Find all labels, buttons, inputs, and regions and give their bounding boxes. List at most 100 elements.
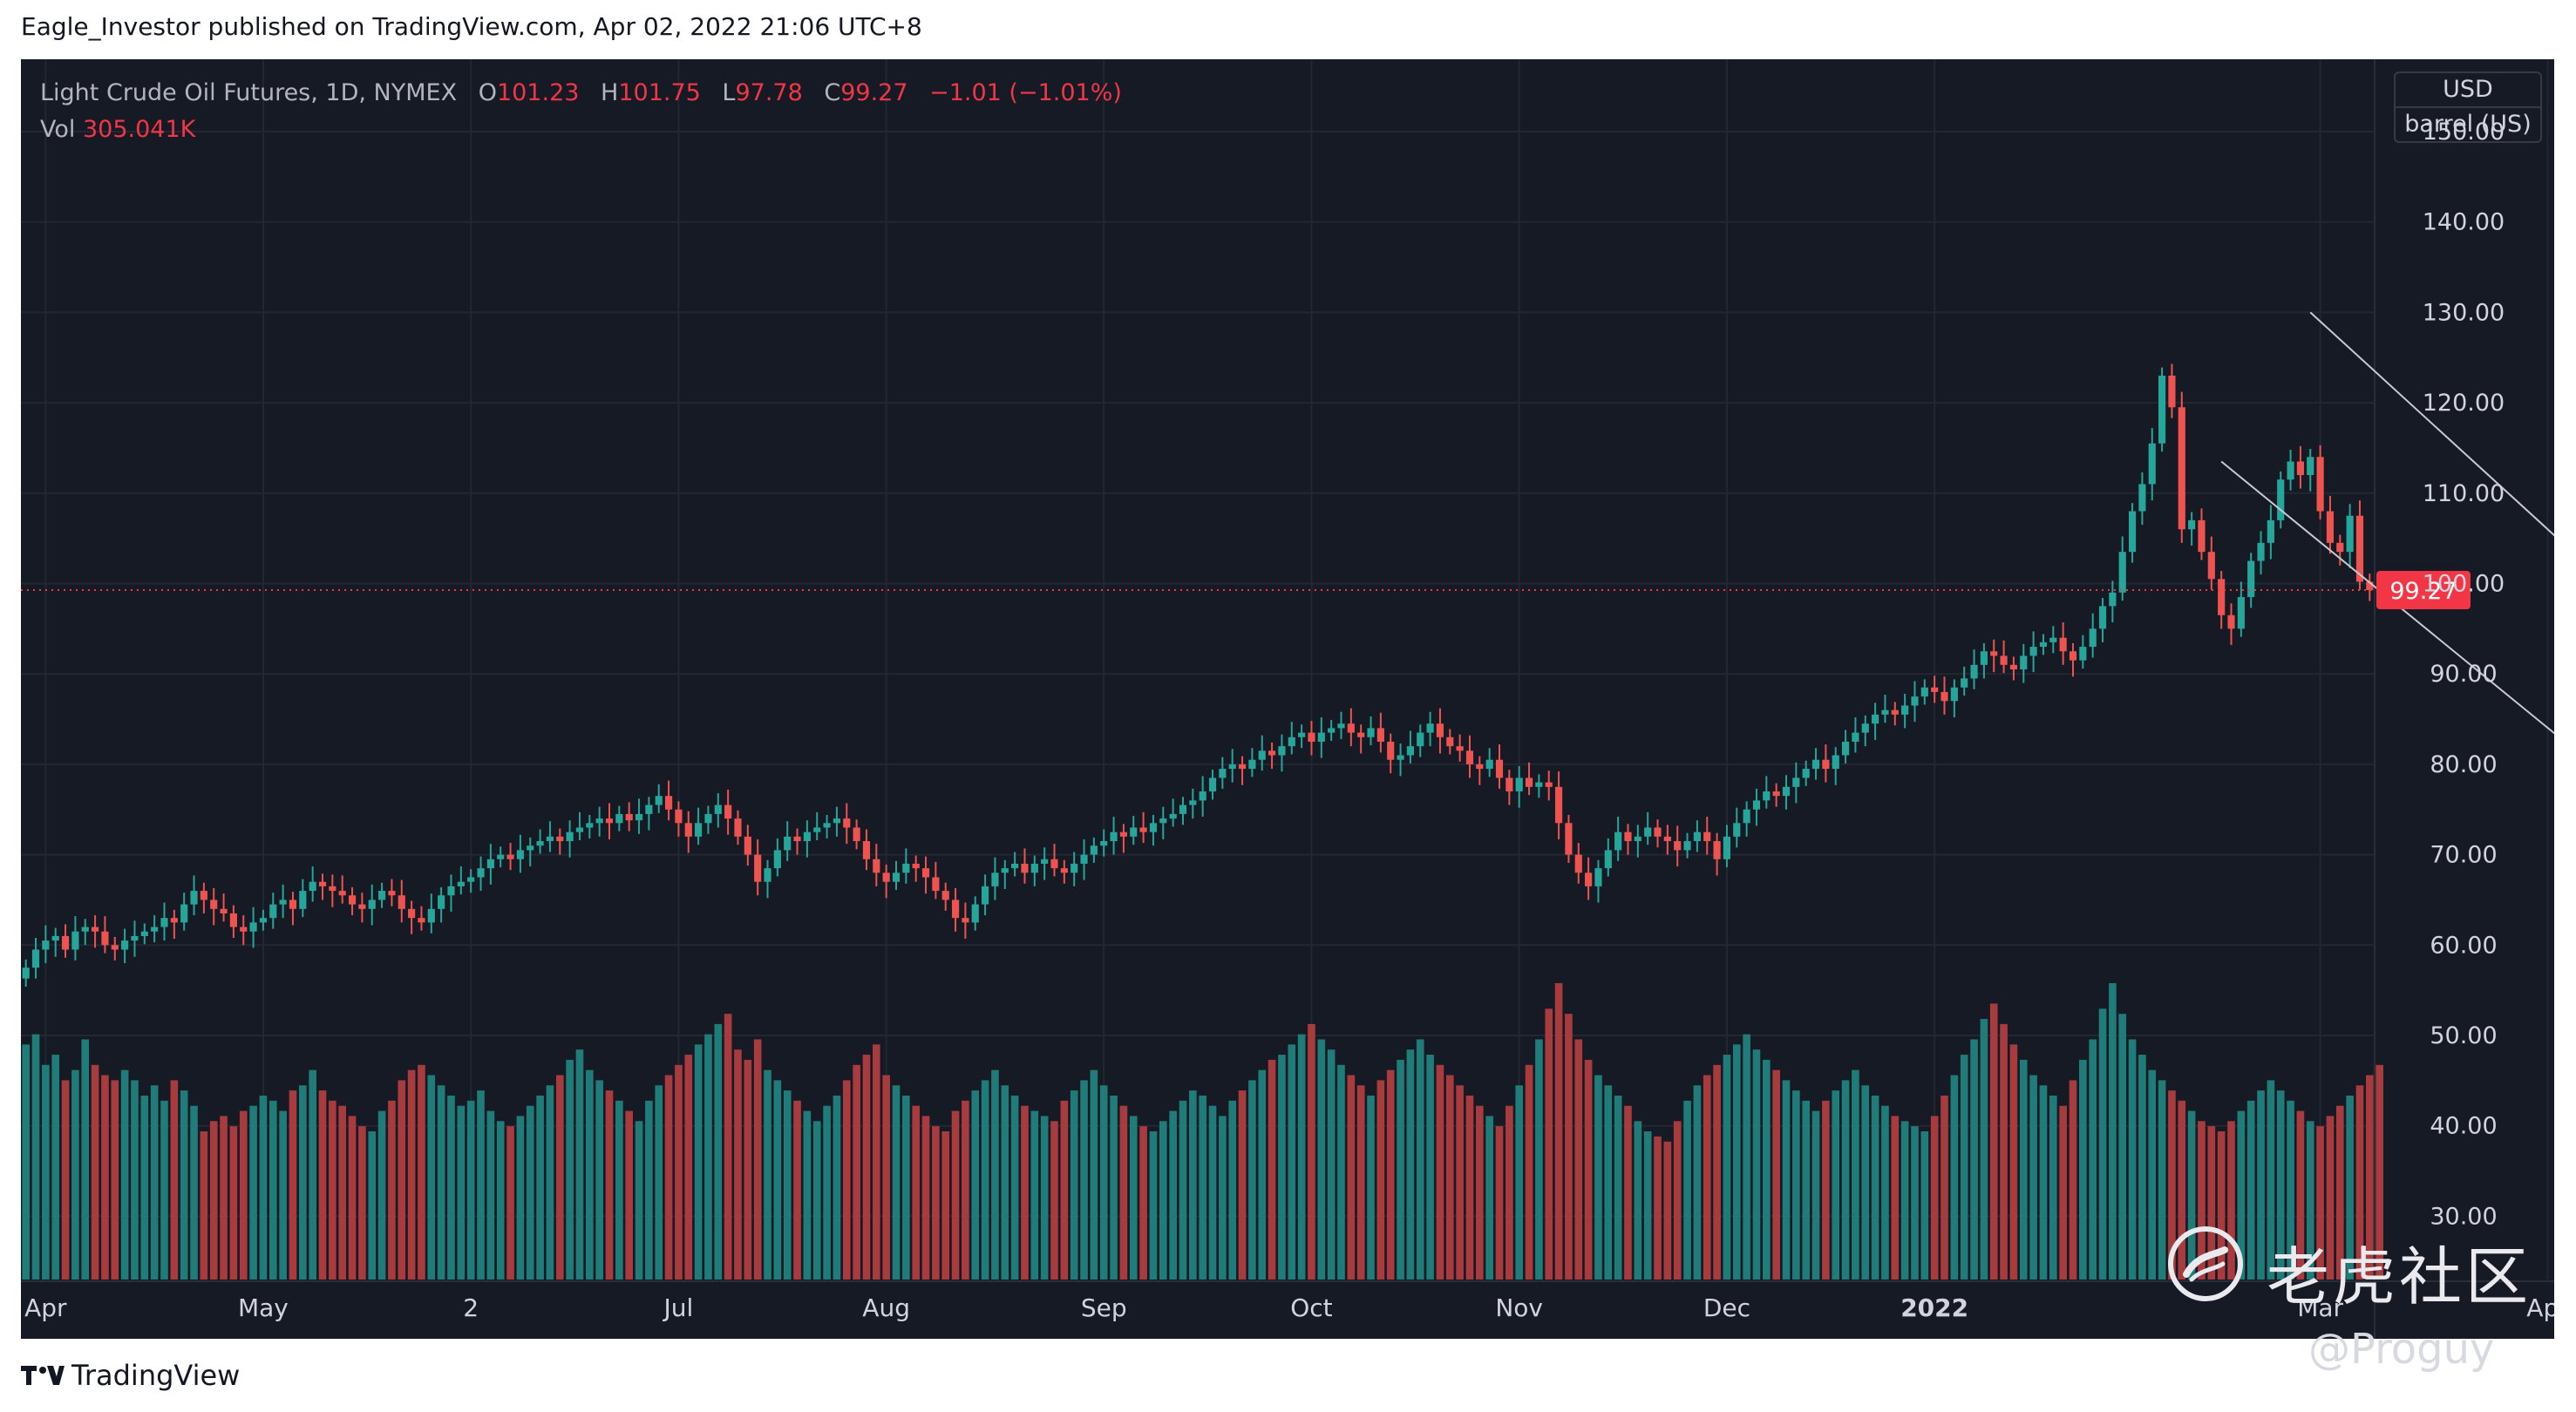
candle-body — [803, 832, 811, 842]
volume-bar — [1426, 1055, 1434, 1280]
volume-bar — [1950, 1075, 1959, 1280]
candle-body — [457, 881, 465, 886]
volume-bar — [1841, 1080, 1850, 1280]
volume-bar — [1327, 1049, 1336, 1280]
candle-body — [486, 859, 494, 869]
volume-bar — [2059, 1105, 2067, 1280]
channel-trend-line — [2220, 460, 2554, 735]
price-tick-label: 30.00 — [2430, 1203, 2497, 1230]
volume-bar — [2366, 1075, 2374, 1280]
volume-bar — [1050, 1121, 1058, 1280]
unit-selector[interactable]: USD barrel (US) — [2394, 71, 2542, 143]
candle-body — [1980, 651, 1988, 665]
candle-body — [438, 895, 445, 909]
volume-bar — [1752, 1049, 1761, 1280]
candle-body — [1406, 746, 1414, 756]
volume-bar — [437, 1085, 445, 1280]
volume-bar — [318, 1090, 327, 1280]
candle-body — [1505, 777, 1513, 791]
price-tick-label: 80.00 — [2430, 751, 2497, 778]
volume-bar — [1179, 1100, 1187, 1280]
price-tick-label: 130.00 — [2423, 299, 2505, 326]
candle-body — [675, 809, 683, 824]
candle-body — [921, 868, 930, 878]
candle-body — [1436, 723, 1444, 737]
volume-bar — [1199, 1095, 1206, 1280]
volume-bar — [1505, 1105, 1513, 1280]
volume-bar — [31, 1034, 40, 1280]
volume-bar — [1476, 1105, 1484, 1280]
price-chart[interactable]: 99.27 150.00 140.00 130.00 120.00 110.00 100.… — [21, 59, 2554, 1339]
volume-bar — [842, 1080, 851, 1280]
volume-bar — [1614, 1095, 1622, 1280]
volume-bar — [1258, 1069, 1267, 1280]
volume-bar — [951, 1110, 960, 1280]
volume-bar — [1604, 1085, 1613, 1280]
candle-body — [1228, 764, 1236, 770]
volume-bar — [793, 1100, 801, 1280]
candle-body — [2296, 461, 2304, 476]
candle-body — [1001, 868, 1009, 873]
volume-bar — [2296, 1110, 2305, 1280]
price-tick-label: 60.00 — [2430, 932, 2497, 959]
volume-bar — [812, 1121, 821, 1280]
legend-high-value: 101.75 — [618, 79, 701, 106]
candle-body — [1208, 777, 1217, 791]
legend-change: −1.01 (−1.01%) — [929, 79, 1122, 106]
volume-bar — [1989, 1003, 1998, 1280]
volume-bar — [1792, 1090, 1800, 1280]
legend-open-value: 101.23 — [496, 79, 580, 106]
candle-body — [249, 922, 257, 932]
candle-body — [1367, 728, 1375, 737]
candle-body — [1891, 709, 1899, 715]
time-axis: Apr May 2 Jul Aug Sep Oct Nov Dec 2022 Mar Apr — [24, 1293, 2554, 1322]
candle-body — [2148, 443, 2156, 485]
volume-bar — [1189, 1090, 1197, 1280]
candle-body — [1071, 863, 1078, 873]
volume-bar — [1268, 1059, 1276, 1280]
candle-body — [1179, 804, 1187, 814]
candle-body — [1772, 791, 1780, 797]
candle-body — [101, 931, 109, 946]
candle-body — [2198, 519, 2206, 553]
candle-body — [1654, 827, 1662, 837]
volume-bar — [1871, 1095, 1879, 1280]
candle-body — [1080, 854, 1088, 864]
candle-body — [408, 908, 416, 919]
volume-bar — [704, 1034, 712, 1280]
candle-body — [1525, 777, 1533, 787]
volume-bar — [150, 1085, 159, 1280]
volume-bar — [42, 1064, 50, 1280]
candle-body — [1663, 836, 1671, 842]
volume-bar — [555, 1075, 564, 1280]
volume-bar — [1535, 1039, 1543, 1280]
candle-body — [1970, 664, 1978, 679]
volume-bar — [466, 1100, 475, 1280]
volume-bar — [1634, 1121, 1642, 1280]
volume-bar — [289, 1090, 297, 1280]
volume-bar — [1080, 1080, 1088, 1280]
chart-panel[interactable]: 99.27 150.00 140.00 130.00 120.00 110.00 100.… — [21, 59, 2554, 1339]
volume-bar — [1920, 1131, 1929, 1280]
volume-bar — [1416, 1039, 1424, 1280]
candle-body — [1931, 687, 1939, 692]
candle-body — [1041, 859, 1049, 864]
candle-body — [546, 836, 554, 842]
volume-bar — [912, 1105, 920, 1280]
volume-bar — [833, 1095, 841, 1280]
tradingview-footer[interactable]: TradingView — [21, 1356, 240, 1395]
volume-bar — [1673, 1121, 1682, 1280]
candle-body — [398, 895, 405, 909]
candle-body — [625, 813, 633, 821]
volume-bar — [823, 1105, 831, 1280]
volume-bar — [1515, 1085, 1524, 1280]
last-price-label: 99.27 — [2389, 578, 2457, 605]
unit-label[interactable]: barrel (US) — [2396, 106, 2540, 141]
volume-bar — [447, 1095, 455, 1280]
candle-body — [2168, 375, 2176, 408]
candle-body — [427, 908, 435, 923]
currency-label[interactable]: USD — [2443, 76, 2493, 103]
legend-vol-label: Vol — [40, 116, 76, 143]
time-tick-label: May — [238, 1293, 289, 1322]
volume-bar — [675, 1064, 683, 1280]
